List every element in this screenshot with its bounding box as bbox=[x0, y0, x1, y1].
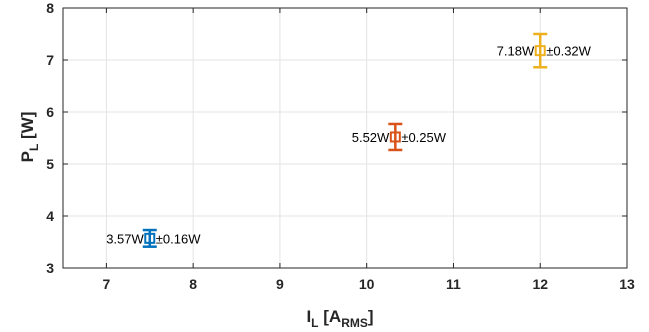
axes-box bbox=[62, 7, 628, 269]
error-label: ±0.25W bbox=[401, 130, 446, 145]
x-tick-label: 9 bbox=[276, 276, 284, 292]
error-label: ±0.32W bbox=[546, 44, 591, 59]
ticks: 7 8 9 10 11 12 13 3 4 5 6 7 8 bbox=[46, 0, 635, 292]
data-point-2: 5.52W ±0.25W bbox=[352, 122, 447, 152]
y-tick-label: 3 bbox=[46, 260, 54, 276]
x-axis-label-close: ] bbox=[368, 307, 374, 326]
value-label: 7.18W bbox=[497, 44, 535, 59]
square-marker bbox=[144, 232, 156, 244]
value-label: 3.57W bbox=[106, 231, 144, 246]
x-tick-label: 8 bbox=[189, 276, 197, 292]
x-axis-label-main: I bbox=[306, 307, 311, 326]
x-tick-label: 12 bbox=[532, 276, 548, 292]
y-axis-label-main: P bbox=[18, 151, 37, 162]
y-tick-label: 4 bbox=[46, 208, 54, 224]
x-tick-label: 10 bbox=[359, 276, 375, 292]
y-tick-label: 6 bbox=[46, 104, 54, 120]
y-tick-label: 8 bbox=[46, 0, 54, 16]
y-axis-label-sub: L bbox=[27, 144, 41, 151]
data-points: 3.57W ±0.16W 5.52W ±0.25W 7.18W ±0.32W bbox=[106, 32, 592, 248]
x-axis-label: IL [ARMS] bbox=[306, 307, 373, 330]
x-axis-label-unit-sub: RMS bbox=[341, 316, 368, 330]
y-axis-label-unit: [W] bbox=[18, 112, 37, 139]
x-tick-label: 7 bbox=[102, 276, 110, 292]
square-marker bbox=[389, 131, 401, 143]
y-tick-label: 5 bbox=[46, 156, 54, 172]
x-tick-label: 11 bbox=[446, 276, 461, 292]
data-point-1: 3.57W ±0.16W bbox=[106, 228, 201, 248]
x-tick-label: 13 bbox=[619, 276, 635, 292]
error-label: ±0.16W bbox=[156, 231, 201, 246]
axis-labels: IL [ARMS] PL [W] bbox=[18, 112, 374, 330]
data-point-3: 7.18W ±0.32W bbox=[497, 32, 592, 69]
square-marker bbox=[534, 45, 546, 57]
x-axis-label-unit: [A bbox=[323, 307, 341, 326]
y-axis-label: PL [W] bbox=[18, 112, 41, 163]
y-tick-label: 7 bbox=[46, 52, 54, 68]
plot-frame bbox=[62, 7, 628, 269]
x-axis-label-sub: L bbox=[311, 316, 318, 330]
value-label: 5.52W bbox=[352, 130, 390, 145]
